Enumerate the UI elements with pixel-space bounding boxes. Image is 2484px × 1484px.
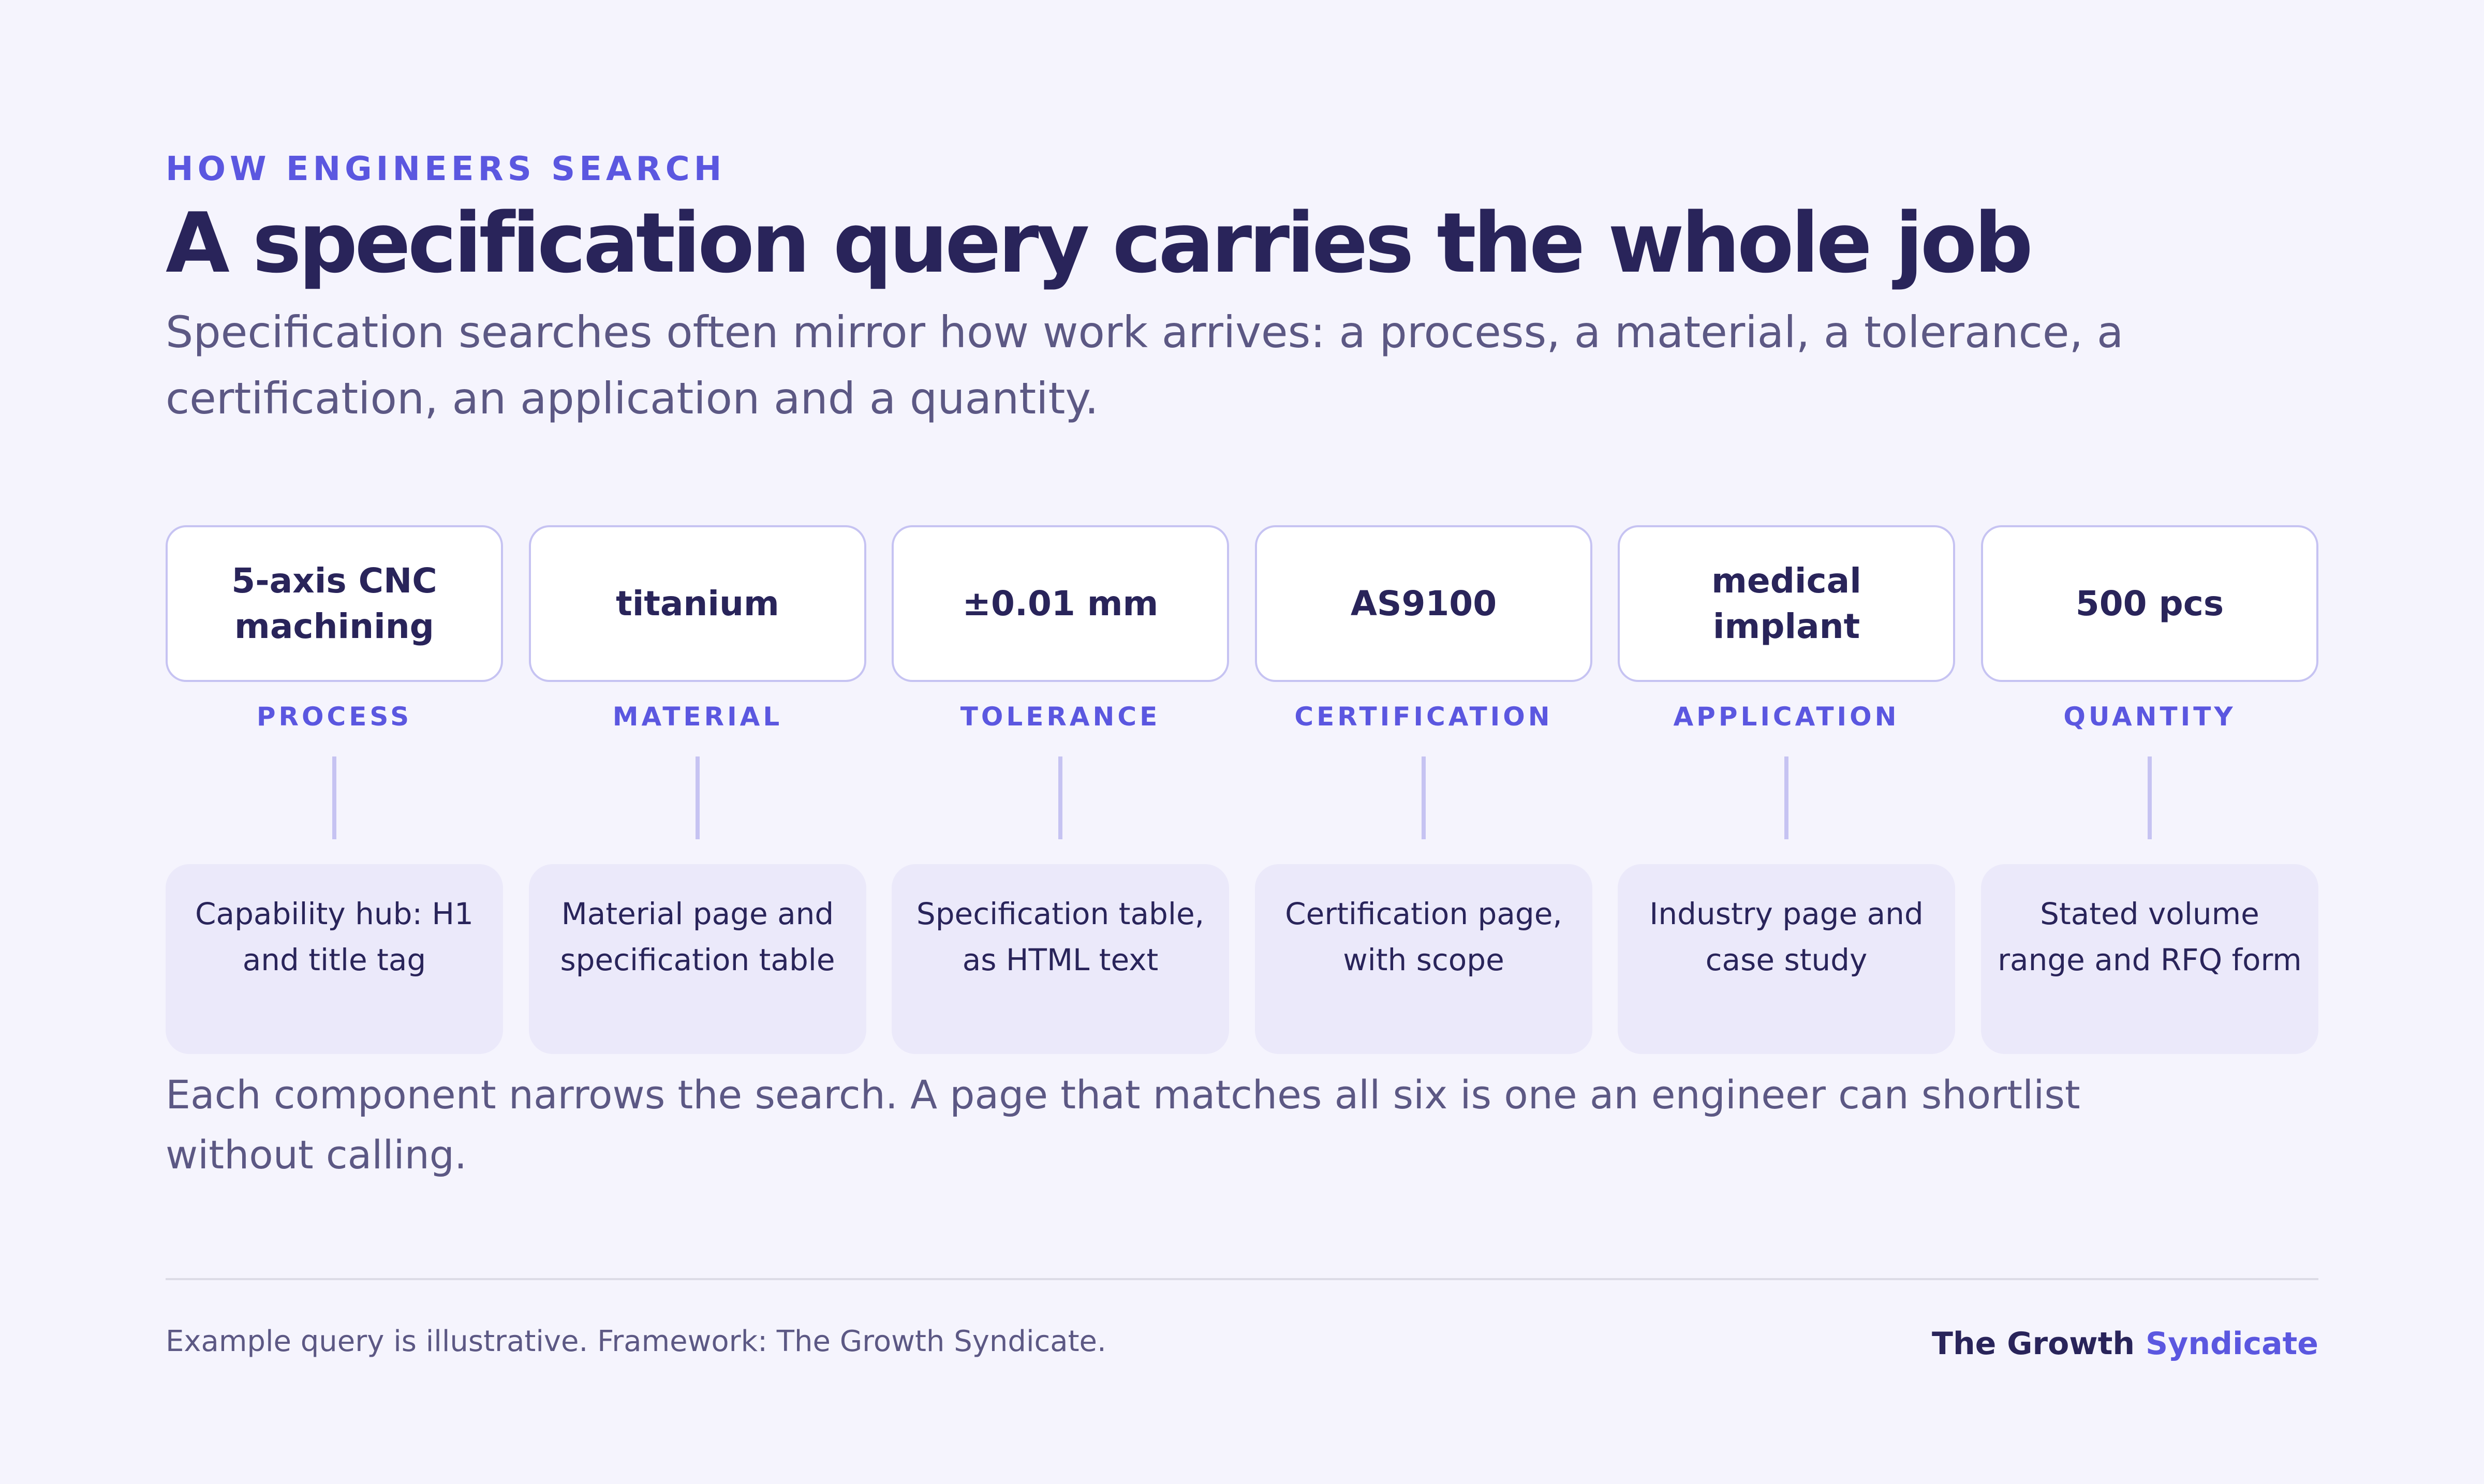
brand-primary: The Growth	[1932, 1326, 2135, 1362]
component-category-label: APPLICATION	[1673, 702, 1900, 732]
query-term-chip: titanium	[529, 525, 866, 682]
page-target-card: Stated volume range and RFQ form	[1981, 864, 2318, 1054]
connector-line	[2148, 756, 2152, 839]
component-category-label: CERTIFICATION	[1294, 702, 1553, 732]
component-column-quantity: 500 pcs QUANTITY Stated volume range and…	[1981, 525, 2318, 1054]
component-category-label: PROCESS	[256, 702, 412, 732]
page-target-card: Industry page and case study	[1618, 864, 1955, 1054]
eyebrow: HOW ENGINEERS SEARCH	[166, 150, 726, 188]
brand-logo: The Growth Syndicate	[1932, 1326, 2318, 1362]
source-note: Example query is illustrative. Framework…	[166, 1325, 1106, 1358]
component-column-certification: AS9100 CERTIFICATION Certification page,…	[1255, 525, 1592, 1054]
component-category-label: TOLERANCE	[960, 702, 1161, 732]
component-category-label: MATERIAL	[612, 702, 783, 732]
query-term-chip: medical implant	[1618, 525, 1955, 682]
brand-accent: Syndicate	[2146, 1326, 2318, 1362]
page-title: A specification query carries the whole …	[166, 195, 2033, 291]
connector-line	[332, 756, 336, 839]
component-category-label: QUANTITY	[2063, 702, 2236, 732]
component-column-tolerance: ±0.01 mm TOLERANCE Specification table, …	[892, 525, 1229, 1054]
component-column-material: titanium MATERIAL Material page and spec…	[529, 525, 866, 1054]
component-column-application: medical implant APPLICATION Industry pag…	[1618, 525, 1955, 1054]
page-target-card: Capability hub: H1 and title tag	[166, 864, 503, 1054]
connector-line	[1422, 756, 1426, 839]
page-target-card: Material page and specification table	[529, 864, 866, 1054]
query-term-chip: 5-axis CNC machining	[166, 525, 503, 682]
summary-note: Each component narrows the search. A pag…	[166, 1072, 2080, 1178]
page-target-card: Specification table, as HTML text	[892, 864, 1229, 1054]
footer-divider	[166, 1278, 2318, 1280]
subtitle: Specification searches often mirror how …	[166, 307, 2124, 424]
query-term-chip: AS9100	[1255, 525, 1592, 682]
page-target-card: Certification page, with scope	[1255, 864, 1592, 1054]
connector-line	[1784, 756, 1788, 839]
component-column-process: 5-axis CNC machining PROCESS Capability …	[166, 525, 503, 1054]
query-term-chip: 500 pcs	[1981, 525, 2318, 682]
connector-line	[696, 756, 700, 839]
connector-line	[1058, 756, 1062, 839]
query-term-chip: ±0.01 mm	[892, 525, 1229, 682]
